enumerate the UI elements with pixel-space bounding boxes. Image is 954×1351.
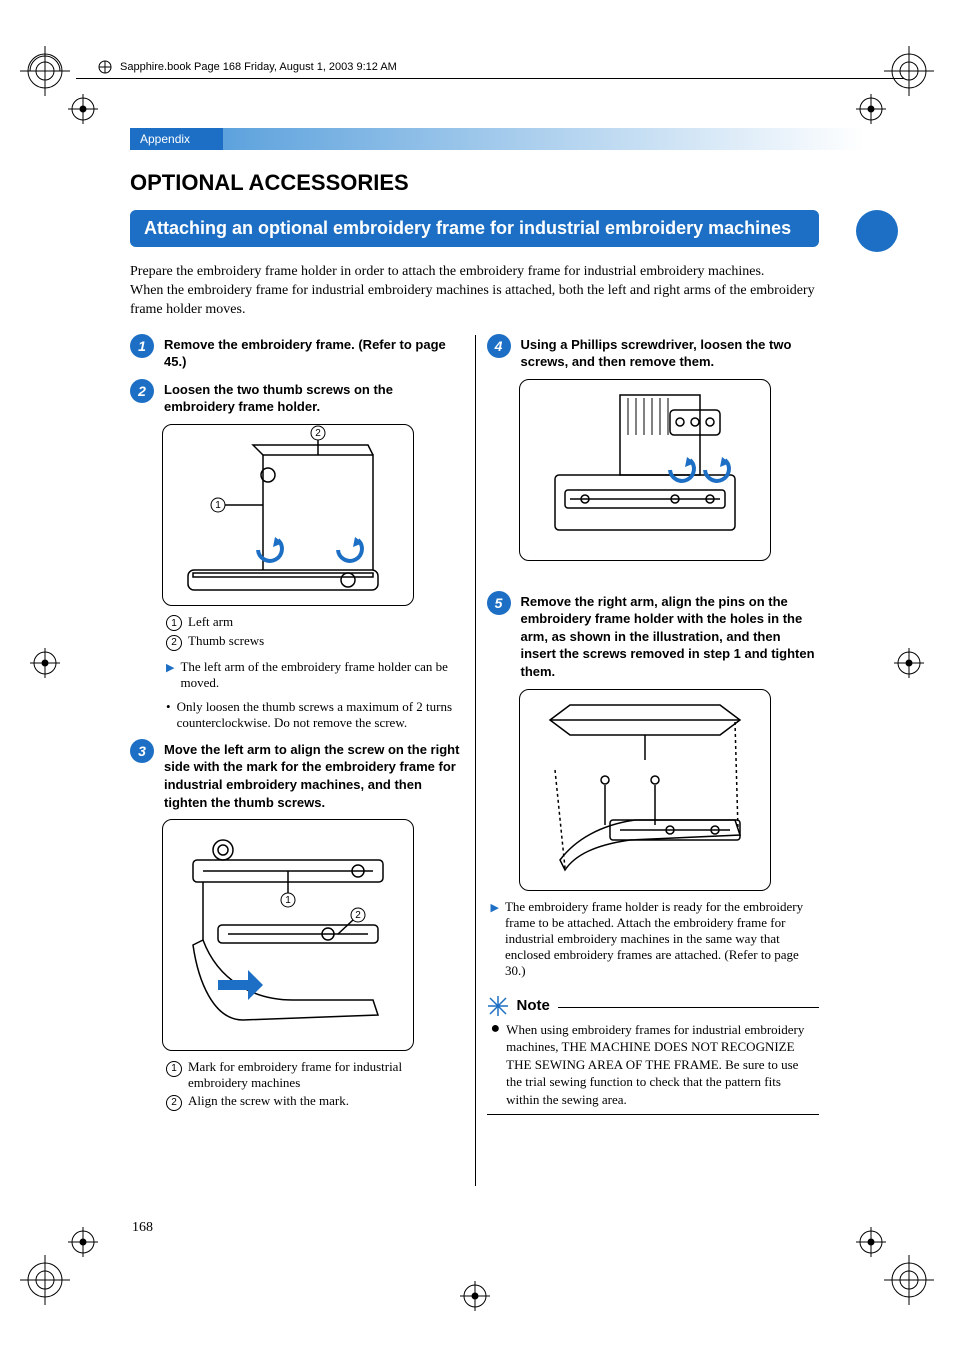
cropmark-icon	[20, 1255, 70, 1305]
step-3: 3 Move the left arm to align the screw o…	[130, 739, 463, 811]
note-text: Only loosen the thumb screws a maximum o…	[177, 699, 463, 731]
note-text: The left arm of the embroidery frame hol…	[180, 659, 462, 691]
intro-paragraph: Prepare the embroidery frame holder in o…	[130, 263, 819, 320]
caption-num: 2	[166, 1095, 182, 1111]
page: Sapphire.book Page 168 Friday, August 1,…	[0, 0, 954, 1351]
note-label: Note	[517, 997, 550, 1014]
cropmark-icon	[856, 94, 886, 124]
caption-text: Mark for embroidery frame for industrial…	[188, 1059, 463, 1091]
step-text: Remove the right arm, align the pins on …	[521, 591, 820, 681]
bullet-icon: ●	[491, 1021, 501, 1109]
section-tab-label: Appendix	[130, 132, 190, 146]
step-number-badge: 3	[130, 739, 154, 763]
side-tab-indicator	[856, 210, 898, 252]
book-icon	[98, 60, 112, 74]
svg-text:2: 2	[355, 910, 361, 921]
svg-text:2: 2	[315, 428, 321, 439]
cropmark-icon	[68, 94, 98, 124]
right-column: 4 Using a Phillips screwdriver, loosen t…	[487, 334, 820, 1119]
caption-text: Align the screw with the mark.	[188, 1093, 349, 1109]
step-number-badge: 2	[130, 379, 154, 403]
intro-line-2: When the embroidery frame for industrial…	[130, 283, 815, 317]
step-text: Using a Phillips screwdriver, loosen the…	[521, 334, 820, 371]
triangle-icon: ▶	[491, 899, 499, 979]
cropmark-icon	[884, 46, 934, 96]
caption-num: 2	[166, 635, 182, 651]
cropmark-icon	[856, 1227, 886, 1257]
left-column: 1 Remove the embroidery frame. (Refer to…	[130, 334, 463, 1119]
bullet-note: • Only loosen the thumb screws a maximum…	[166, 699, 463, 731]
cropmark-icon	[460, 1281, 490, 1311]
caption-text: Left arm	[188, 614, 233, 630]
cropmark-icon	[20, 46, 70, 96]
figure-step-2: 1 2	[162, 424, 414, 606]
step-1: 1 Remove the embroidery frame. (Refer to…	[130, 334, 463, 371]
headline-bar: Attaching an optional embroidery frame f…	[130, 210, 819, 247]
svg-text:1: 1	[285, 895, 291, 906]
caption-list-2: 1 Left arm 2 Thumb screws	[166, 614, 463, 651]
cropmark-icon	[894, 648, 924, 678]
step-text: Loosen the two thumb screws on the embro…	[164, 379, 463, 416]
step-number-badge: 1	[130, 334, 154, 358]
step-5: 5 Remove the right arm, align the pins o…	[487, 591, 820, 681]
caption-list-3: 1 Mark for embroidery frame for industria…	[166, 1059, 463, 1111]
note-star-icon	[487, 995, 509, 1017]
page-title: OPTIONAL ACCESSORIES	[130, 170, 819, 196]
intro-line-1: Prepare the embroidery frame holder in o…	[130, 264, 764, 279]
svg-text:1: 1	[215, 500, 221, 511]
figure-step-4	[519, 379, 771, 561]
note-body: ● When using embroidery frames for indus…	[487, 1021, 820, 1116]
triangle-note: ▶ The embroidery frame holder is ready f…	[491, 899, 820, 979]
step-2: 2 Loosen the two thumb screws on the emb…	[130, 379, 463, 416]
step-number-badge: 4	[487, 334, 511, 358]
triangle-icon: ▶	[166, 659, 174, 691]
figure-step-3: 1 2	[162, 819, 414, 1051]
caption-num: 1	[166, 1061, 182, 1077]
book-header: Sapphire.book Page 168 Friday, August 1,…	[98, 60, 397, 74]
header-rule	[76, 78, 904, 79]
step-text: Remove the embroidery frame. (Refer to p…	[164, 334, 463, 371]
step-4: 4 Using a Phillips screwdriver, loosen t…	[487, 334, 820, 371]
note-head: Note	[487, 995, 820, 1017]
cropmark-icon	[884, 1255, 934, 1305]
cropmark-icon	[30, 648, 60, 678]
caption-text: Thumb screws	[188, 633, 264, 649]
step-number-badge: 5	[487, 591, 511, 615]
step-text: Move the left arm to align the screw on …	[164, 739, 463, 811]
bullet-icon: •	[166, 699, 171, 731]
note-block: Note ● When using embroidery frames for …	[487, 995, 820, 1116]
note-body-text: When using embroidery frames for industr…	[506, 1021, 815, 1109]
column-divider	[475, 335, 476, 1186]
section-tab: Appendix	[130, 128, 904, 150]
note-rule	[558, 1007, 819, 1008]
book-header-text: Sapphire.book Page 168 Friday, August 1,…	[120, 61, 397, 73]
note-text: The embroidery frame holder is ready for…	[505, 899, 819, 979]
cropmark-icon	[68, 1227, 98, 1257]
page-number: 168	[132, 1220, 153, 1236]
triangle-note: ▶ The left arm of the embroidery frame h…	[166, 659, 463, 691]
caption-num: 1	[166, 615, 182, 631]
figure-step-5	[519, 689, 771, 891]
